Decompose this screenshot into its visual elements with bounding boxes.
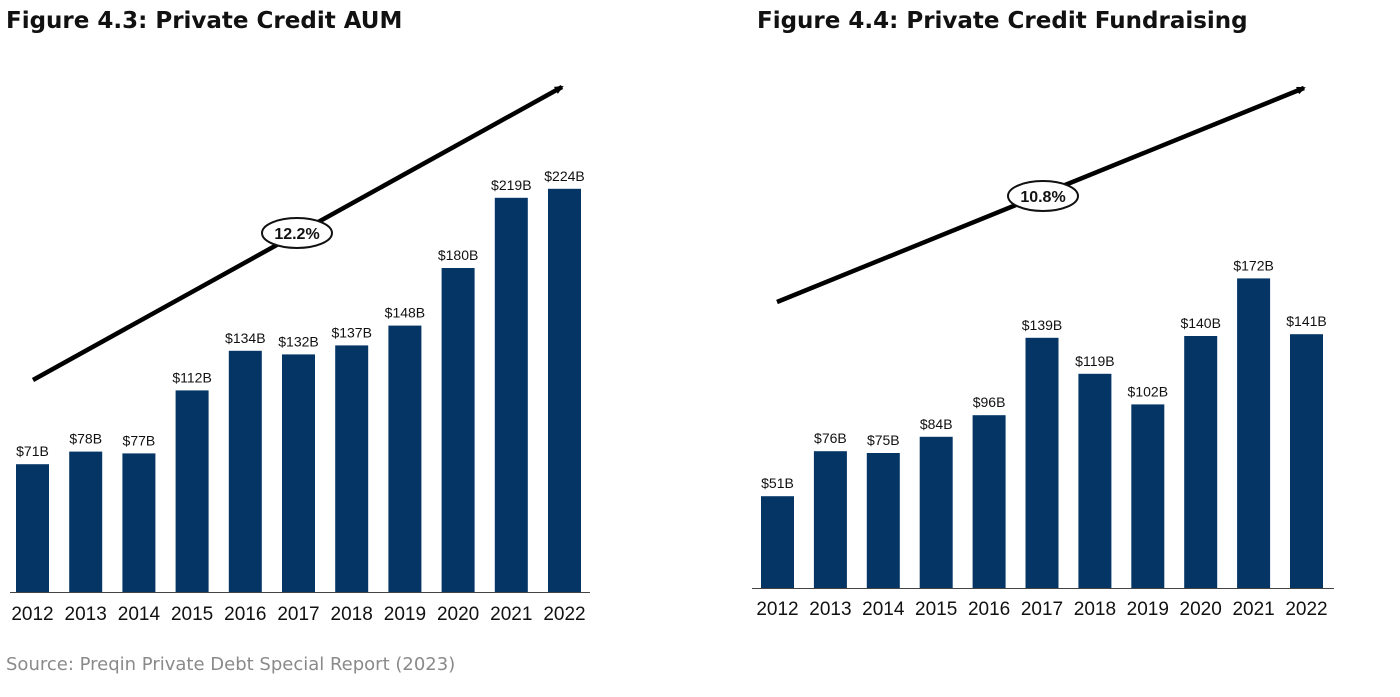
chart-fundraising: $51B $76B $75B $84B $96B $139B $119B $102B $140B… [752, 85, 1334, 620]
bar-2012 [761, 496, 794, 588]
x-tick-label: 2020 [1180, 599, 1222, 620]
x-tick-label: 2019 [384, 604, 426, 625]
x-tick-label: 2012 [11, 604, 53, 625]
data-label: $224B [544, 168, 584, 184]
bar-2017 [1025, 337, 1059, 588]
data-label: $140B [1180, 315, 1220, 331]
chart-title-aum: Figure 4.3: Private Credit AUM [6, 8, 403, 34]
bar-2014 [122, 453, 156, 592]
x-tick-label: 2018 [1074, 599, 1116, 620]
bar-2016 [972, 415, 1006, 588]
bar-2022 [548, 188, 581, 593]
bar-2017 [282, 354, 315, 592]
x-tick-label: 2022 [543, 604, 585, 625]
data-label: $219B [491, 177, 531, 193]
bar-2014 [866, 453, 900, 588]
data-label: $71B [16, 443, 49, 459]
data-label: $51B [761, 475, 794, 491]
bar-2019 [1131, 404, 1165, 588]
x-tick-label: 2021 [490, 604, 532, 625]
cagr-badge [261, 217, 333, 249]
bar-2013 [813, 451, 847, 588]
x-tick-label: 2017 [277, 604, 319, 625]
data-label: $148B [385, 305, 425, 321]
x-tick-label: 2020 [437, 604, 479, 625]
bar-2021 [1237, 278, 1271, 588]
x-tick-label: 2012 [756, 599, 798, 620]
data-label: $132B [278, 333, 318, 349]
data-label: $172B [1233, 257, 1273, 273]
data-label: $119B [1075, 353, 1114, 369]
data-label: $76B [814, 430, 847, 446]
x-tick-label: 2018 [331, 604, 373, 625]
data-label: $77B [123, 432, 156, 448]
chart-title-fundraising: Figure 4.4: Private Credit Fundraising [757, 8, 1248, 34]
x-tick-label: 2019 [1127, 599, 1169, 620]
data-label: $141B [1286, 313, 1326, 329]
bar-2020 [441, 268, 475, 592]
x-tick-label: 2021 [1232, 599, 1274, 620]
bar-2015 [919, 436, 953, 588]
bar-2020 [1184, 336, 1218, 588]
x-tick-label: 2016 [968, 599, 1010, 620]
x-tick-label: 2016 [224, 604, 266, 625]
bar-2012 [16, 464, 49, 592]
bar-2021 [494, 197, 528, 593]
bar-2018 [335, 345, 369, 592]
bar-2015 [175, 390, 209, 592]
x-tick-label: 2015 [171, 604, 213, 625]
x-tick-label: 2014 [118, 604, 161, 625]
data-label: $96B [973, 394, 1006, 410]
cagr-badge [1007, 180, 1079, 212]
data-label: $137B [331, 324, 371, 340]
cagr-label: 12.2% [274, 226, 319, 243]
bar-2018 [1078, 373, 1112, 588]
x-tick-label: 2015 [915, 599, 957, 620]
bar-2022 [1290, 334, 1323, 588]
chart-aum: $71B $78B $77B $112B $134B $132B $137B $148B $18… [10, 85, 590, 625]
data-label: $134B [225, 330, 265, 346]
x-tick-label: 2014 [862, 599, 905, 620]
x-tick-label: 2013 [809, 599, 851, 620]
bar-2016 [228, 350, 262, 592]
x-tick-label: 2022 [1285, 599, 1327, 620]
data-label: $180B [438, 247, 478, 263]
cagr-label: 10.8% [1020, 189, 1065, 206]
data-label: $75B [867, 432, 900, 448]
data-label: $112B [172, 369, 211, 385]
data-label: $84B [920, 416, 953, 432]
x-tick-label: 2013 [65, 604, 107, 625]
data-label: $102B [1128, 383, 1168, 399]
data-label: $78B [69, 431, 102, 447]
bar-2013 [69, 451, 103, 592]
x-tick-label: 2017 [1021, 599, 1063, 620]
bar-2019 [388, 325, 422, 592]
source-note: Source: Preqin Private Debt Special Repo… [6, 654, 456, 675]
data-label: $139B [1022, 317, 1062, 333]
